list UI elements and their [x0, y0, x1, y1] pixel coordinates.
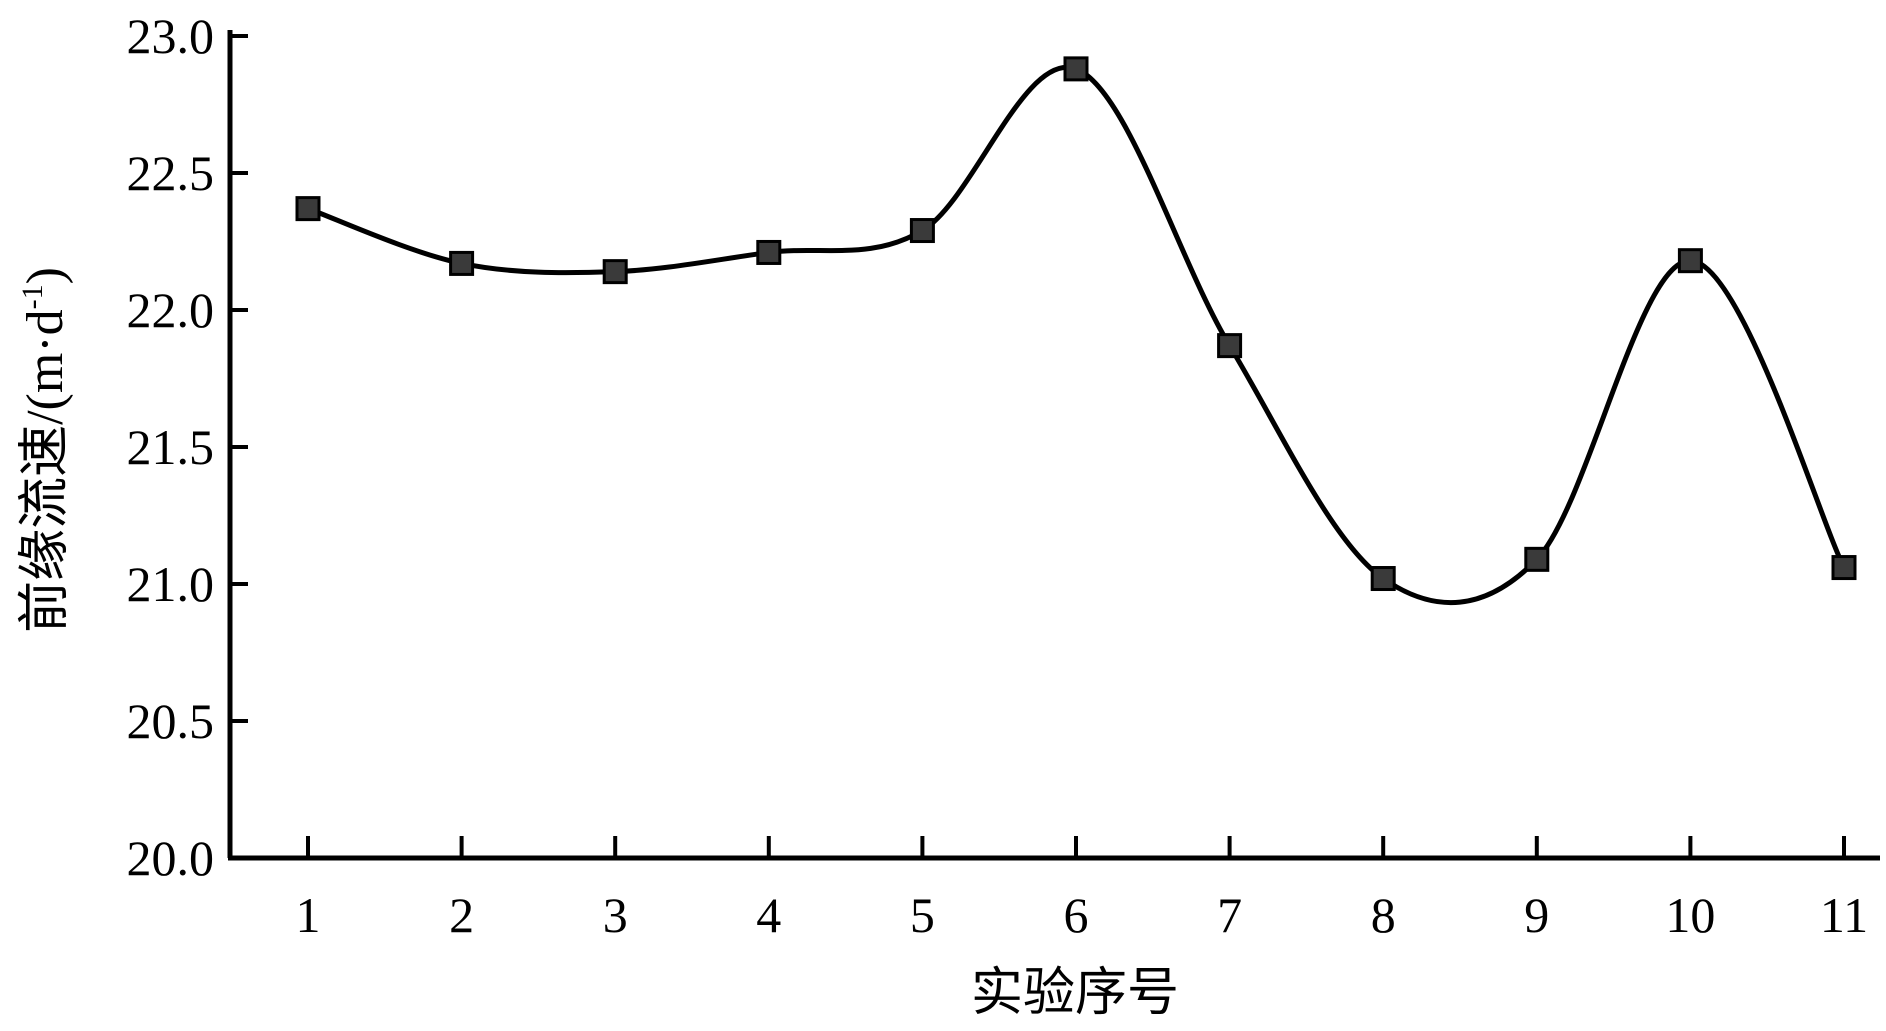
x-axis: 1 2 3 4 5 6 7 8 9 10 11 [228, 836, 1880, 943]
x-tick-label: 5 [910, 887, 935, 943]
y-tick-label: 22.5 [127, 145, 215, 201]
series-line [307, 64, 1847, 606]
x-tick-label: 3 [603, 887, 628, 943]
x-tick-label: 2 [449, 887, 474, 943]
x-tick-label: 9 [1524, 887, 1549, 943]
data-point [1524, 546, 1550, 572]
data-point [1063, 56, 1089, 82]
data-point [909, 218, 935, 244]
x-tick-label: 7 [1217, 887, 1242, 943]
y-tick-label: 21.0 [127, 556, 215, 612]
x-axis-label: 实验序号 [971, 965, 1179, 1022]
y-axis: 20.0 20.5 21.0 21.5 22.0 22.5 23.0 [127, 8, 248, 886]
x-tick-label: 6 [1064, 887, 1089, 943]
series-markers [295, 56, 1857, 592]
y-tick-label: 21.5 [127, 419, 215, 475]
x-tick-label: 11 [1820, 887, 1868, 943]
data-point [1677, 248, 1703, 274]
x-tick-label: 8 [1371, 887, 1396, 943]
y-tick-label: 22.0 [127, 282, 215, 338]
y-tick-label: 23.0 [127, 8, 215, 64]
data-point [1217, 333, 1243, 359]
data-point [1831, 555, 1857, 581]
data-point [1370, 566, 1396, 592]
data-point [602, 259, 628, 285]
y-tick-label: 20.0 [127, 830, 215, 886]
data-point [449, 250, 475, 276]
data-point [756, 239, 782, 265]
y-axis-label: 前缘流速/(m·d-1) [16, 267, 74, 633]
y-tick-label: 20.5 [127, 693, 215, 749]
x-tick-label: 10 [1665, 887, 1715, 943]
x-tick-label: 1 [296, 887, 321, 943]
data-point [295, 196, 321, 222]
x-tick-label: 4 [756, 887, 781, 943]
